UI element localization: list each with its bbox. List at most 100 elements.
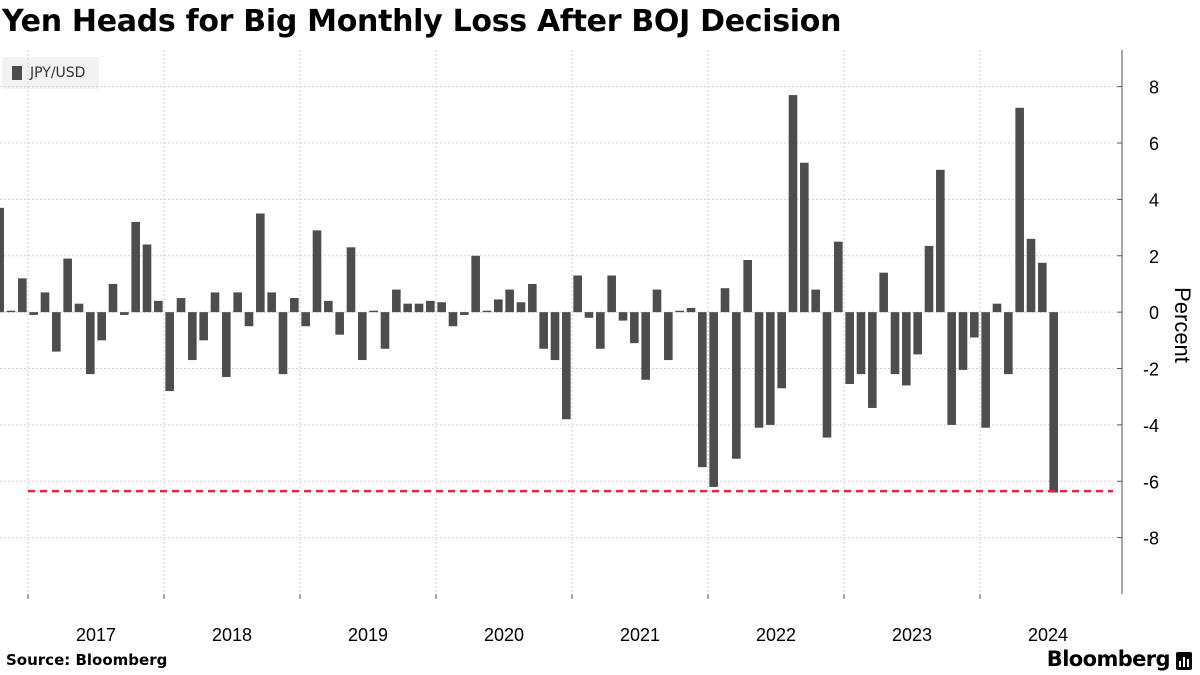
y-tick-label: -8: [1143, 529, 1159, 549]
legend-label: JPY/USD: [30, 65, 86, 81]
bar: [312, 230, 322, 313]
bar: [131, 221, 140, 313]
bar: [448, 312, 458, 327]
bar: [845, 312, 854, 385]
bar: [822, 312, 832, 438]
bar: [471, 255, 480, 313]
bar: [1026, 238, 1036, 313]
bar: [142, 244, 152, 313]
y-tick-label: 2: [1149, 247, 1159, 267]
bar: [403, 303, 412, 313]
bar: [528, 283, 537, 313]
bar: [584, 312, 594, 318]
bar: [392, 289, 401, 313]
bar: [6, 310, 16, 313]
bar: [108, 283, 118, 313]
bar: [607, 275, 616, 313]
bar: [800, 162, 809, 313]
bar: [958, 312, 968, 370]
y-tick-label: -6: [1143, 472, 1159, 492]
bar: [301, 312, 310, 327]
legend-swatch: [12, 66, 22, 80]
bar: [414, 303, 424, 313]
bar: [890, 312, 900, 375]
bar: [460, 312, 469, 315]
bar: [278, 312, 288, 375]
bar: [154, 300, 163, 313]
bar: [222, 312, 231, 377]
bar: [720, 288, 730, 313]
bar: [573, 275, 582, 313]
bar: [0, 207, 4, 313]
bar: [29, 312, 38, 315]
bar: [652, 289, 662, 313]
bar: [698, 312, 707, 468]
bar: [686, 307, 696, 313]
brand-logo: Bloomberg: [1046, 647, 1171, 671]
bar: [1015, 107, 1024, 313]
bar: [981, 312, 990, 428]
bar: [902, 312, 911, 386]
bloomberg-chart-icon: [1176, 652, 1192, 670]
y-tick-label: 4: [1149, 190, 1159, 210]
source-note: Source: Bloomberg: [6, 651, 168, 669]
bar: [120, 312, 129, 315]
x-tick-label: 2017: [76, 625, 116, 645]
bar: [992, 303, 1002, 313]
bar: [630, 312, 639, 344]
bar: [426, 300, 435, 313]
bar: [290, 298, 299, 313]
bar: [1004, 312, 1013, 375]
bar: [40, 292, 50, 313]
bar: [675, 310, 684, 313]
bar: [777, 312, 786, 389]
bar: [199, 312, 208, 341]
legend: JPY/USD: [2, 57, 100, 89]
bar: [437, 302, 446, 313]
bar: [811, 289, 820, 313]
bar: [947, 312, 956, 425]
bar: [97, 312, 106, 341]
x-tick-label: 2018: [212, 625, 252, 645]
y-axis-label: Percent: [1170, 287, 1195, 363]
x-tick-label: 2020: [484, 625, 524, 645]
bar: [516, 302, 526, 313]
x-tick-label: 2022: [756, 625, 796, 645]
bar: [380, 312, 390, 349]
bar: [494, 299, 503, 313]
bar: [1049, 312, 1058, 493]
bar: [562, 312, 571, 420]
bar: [743, 259, 752, 313]
bar: [664, 312, 673, 361]
bar: [539, 312, 548, 349]
bar: [924, 245, 934, 313]
bar: [74, 303, 84, 313]
bar: [788, 95, 798, 313]
bar: [267, 292, 276, 313]
y-tick-label: -2: [1143, 360, 1159, 380]
bar: [754, 312, 764, 428]
bar: [324, 300, 333, 313]
y-tick-label: 8: [1149, 78, 1159, 98]
bar: [188, 312, 197, 361]
bar: [358, 312, 367, 361]
bar: [52, 312, 61, 352]
x-tick-label: 2021: [620, 625, 660, 645]
bar: [210, 292, 220, 313]
bar: [856, 312, 866, 375]
y-tick-label: -4: [1143, 416, 1159, 436]
y-tick-label: 0: [1149, 303, 1159, 323]
chart-title: Yen Heads for Big Monthly Loss After BOJ…: [2, 4, 842, 39]
x-tick-label: 2023: [892, 625, 932, 645]
bar: [913, 312, 922, 355]
bar: [244, 312, 254, 327]
bar: [766, 312, 775, 425]
bar: [550, 312, 560, 361]
bar: [618, 312, 628, 321]
bar: [86, 312, 95, 375]
bar: [482, 310, 492, 313]
y-tick-label: 6: [1149, 134, 1159, 154]
bar: [346, 247, 356, 313]
bar: [596, 312, 605, 349]
